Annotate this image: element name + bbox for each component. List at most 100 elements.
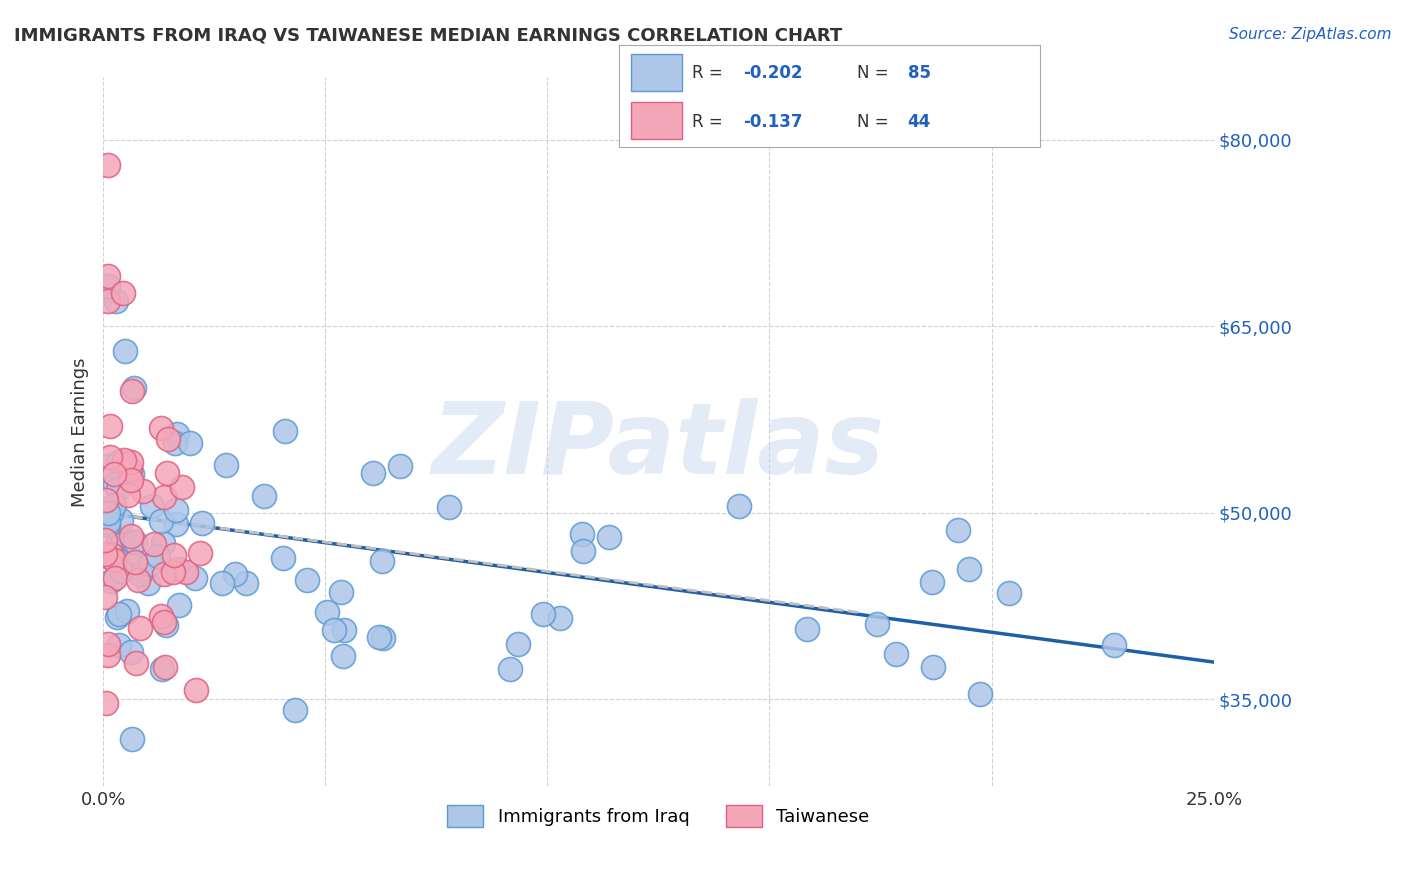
Point bbox=[153, 615, 176, 629]
Point bbox=[118, 462, 141, 476]
Point bbox=[946, 523, 969, 537]
Point bbox=[94, 590, 117, 604]
Point bbox=[98, 450, 121, 465]
Text: 44: 44 bbox=[908, 112, 931, 130]
Text: Source: ZipAtlas.com: Source: ZipAtlas.com bbox=[1229, 27, 1392, 42]
Point bbox=[179, 435, 201, 450]
Point bbox=[132, 483, 155, 498]
Point bbox=[100, 506, 122, 520]
Point bbox=[598, 530, 620, 544]
Point bbox=[94, 547, 117, 561]
Point bbox=[127, 573, 149, 587]
Point bbox=[884, 647, 907, 661]
Point bbox=[94, 493, 117, 508]
Point bbox=[796, 622, 818, 636]
Point bbox=[211, 576, 233, 591]
Point bbox=[108, 639, 131, 653]
Point bbox=[150, 662, 173, 676]
Point bbox=[163, 548, 186, 562]
Point bbox=[124, 555, 146, 569]
Point bbox=[190, 516, 212, 531]
Point bbox=[107, 482, 129, 496]
Point bbox=[98, 419, 121, 434]
Point bbox=[142, 537, 165, 551]
Point bbox=[128, 621, 150, 635]
Point bbox=[141, 499, 163, 513]
Point bbox=[162, 565, 184, 579]
Point bbox=[108, 607, 131, 621]
Point bbox=[97, 506, 120, 520]
Point bbox=[100, 547, 122, 561]
Point bbox=[120, 645, 142, 659]
Point bbox=[295, 573, 318, 587]
Point bbox=[122, 535, 145, 549]
Point bbox=[167, 598, 190, 612]
Point bbox=[572, 544, 595, 558]
Point bbox=[165, 516, 187, 531]
Point bbox=[728, 499, 751, 513]
Point bbox=[998, 586, 1021, 600]
Point bbox=[316, 605, 339, 619]
Point bbox=[114, 344, 136, 359]
Point bbox=[332, 624, 354, 638]
Point bbox=[506, 637, 529, 651]
Point bbox=[149, 514, 172, 528]
Point bbox=[166, 427, 188, 442]
Point bbox=[152, 491, 174, 505]
Point bbox=[921, 575, 943, 590]
Point bbox=[121, 732, 143, 747]
Point bbox=[388, 458, 411, 473]
Text: N =: N = bbox=[858, 64, 894, 82]
Point bbox=[103, 571, 125, 585]
Point bbox=[112, 453, 135, 467]
Text: ZIPatlas: ZIPatlas bbox=[432, 398, 884, 495]
Point bbox=[97, 157, 120, 171]
Point bbox=[437, 500, 460, 515]
Text: -0.202: -0.202 bbox=[744, 64, 803, 82]
Point bbox=[1102, 638, 1125, 652]
Point bbox=[361, 466, 384, 480]
Point bbox=[120, 473, 142, 487]
Point bbox=[571, 526, 593, 541]
Point bbox=[103, 498, 125, 512]
Point bbox=[367, 630, 389, 644]
Legend: Immigrants from Iraq, Taiwanese: Immigrants from Iraq, Taiwanese bbox=[440, 797, 877, 834]
Point bbox=[866, 616, 889, 631]
Point bbox=[97, 648, 120, 663]
Point bbox=[150, 608, 173, 623]
Point bbox=[184, 570, 207, 584]
Text: IMMIGRANTS FROM IRAQ VS TAIWANESE MEDIAN EARNINGS CORRELATION CHART: IMMIGRANTS FROM IRAQ VS TAIWANESE MEDIAN… bbox=[14, 27, 842, 45]
Point bbox=[170, 480, 193, 494]
Point bbox=[284, 703, 307, 717]
Point bbox=[110, 514, 132, 528]
Point bbox=[125, 656, 148, 670]
Point bbox=[120, 455, 142, 469]
Point bbox=[104, 476, 127, 491]
Point bbox=[105, 294, 128, 309]
Point bbox=[128, 566, 150, 581]
Point bbox=[155, 617, 177, 632]
Point bbox=[120, 529, 142, 543]
Point bbox=[157, 432, 180, 446]
Point bbox=[167, 562, 190, 576]
Point bbox=[105, 538, 128, 552]
Point bbox=[100, 574, 122, 589]
Point bbox=[253, 489, 276, 503]
Point bbox=[103, 467, 125, 481]
Point bbox=[97, 518, 120, 533]
Point bbox=[224, 567, 246, 582]
Text: 85: 85 bbox=[908, 64, 931, 82]
Point bbox=[188, 546, 211, 560]
Point bbox=[163, 436, 186, 450]
Point bbox=[122, 381, 145, 395]
Point bbox=[115, 604, 138, 618]
Point bbox=[120, 549, 142, 564]
Point bbox=[110, 564, 132, 578]
Point bbox=[108, 455, 131, 469]
Bar bbox=[631, 54, 682, 91]
Point bbox=[124, 534, 146, 549]
Point bbox=[531, 607, 554, 621]
Point bbox=[373, 631, 395, 645]
Point bbox=[235, 576, 257, 591]
Point bbox=[103, 553, 125, 567]
